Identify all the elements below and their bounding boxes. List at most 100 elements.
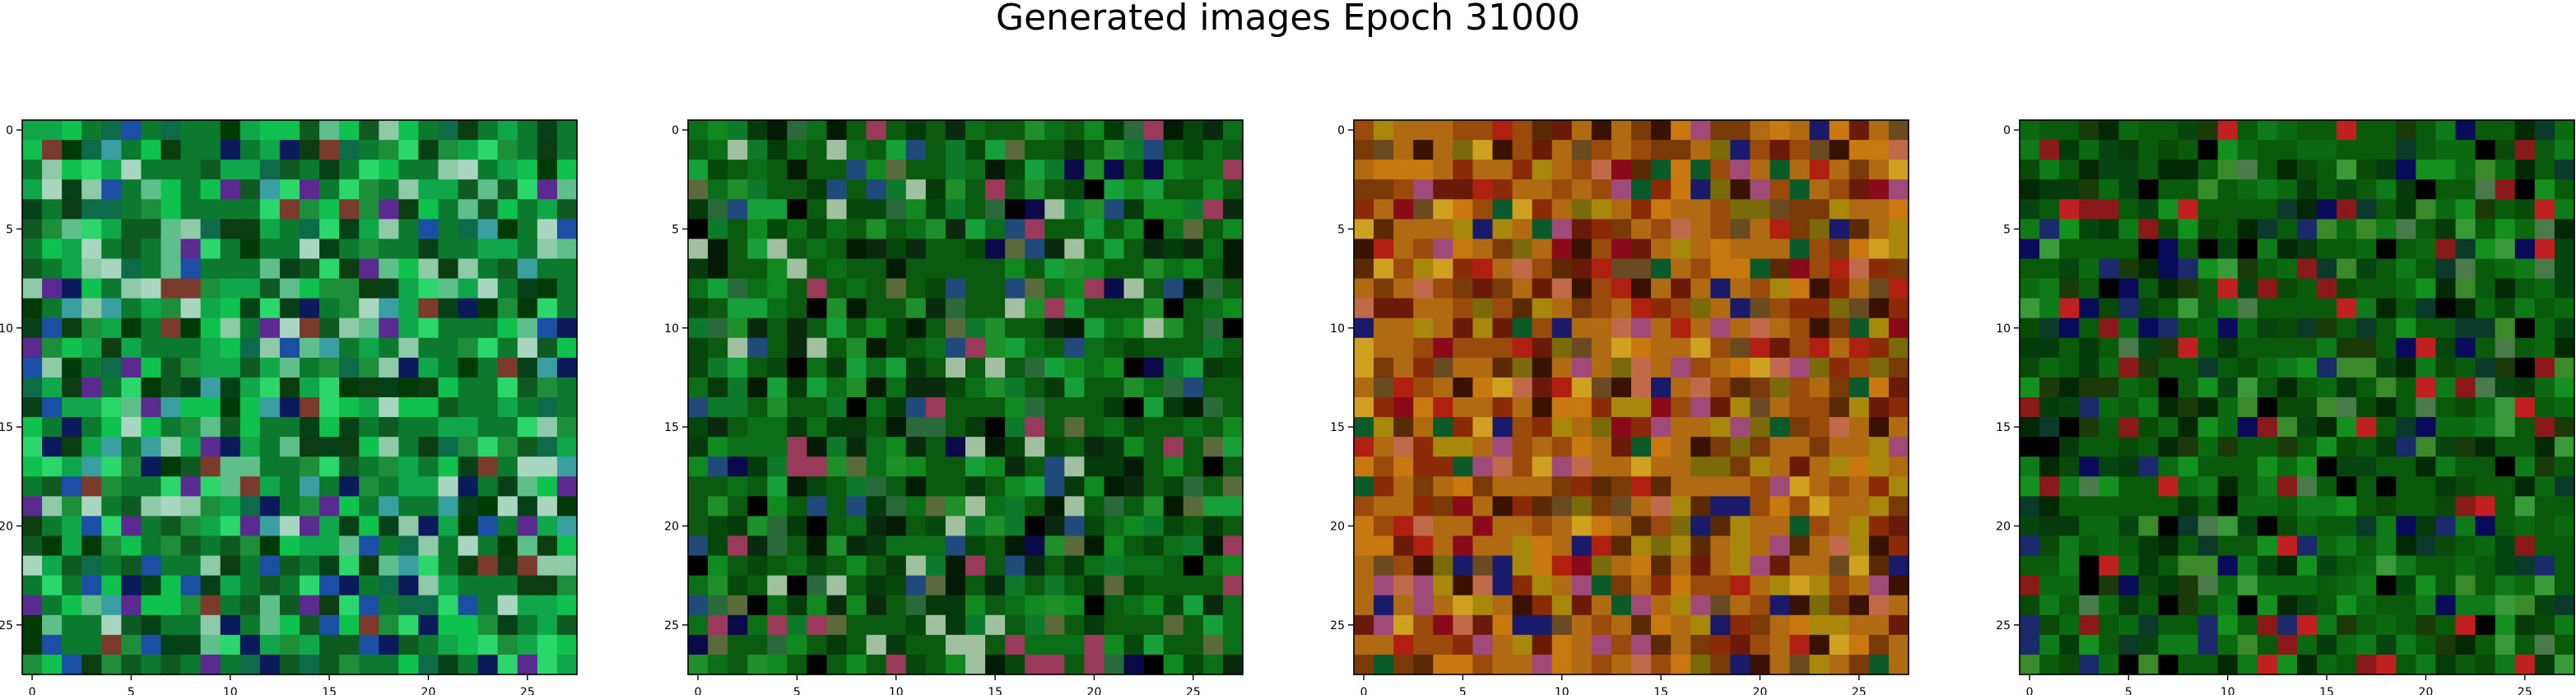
pixel-cell xyxy=(1492,417,1514,438)
pixel-cell xyxy=(1163,595,1184,616)
pixel-cell xyxy=(1433,317,1453,339)
pixel-cell xyxy=(517,219,538,240)
pixel-cell xyxy=(2435,199,2457,220)
pixel-cell xyxy=(458,357,479,378)
pixel-cell xyxy=(1730,317,1751,339)
pixel-cell xyxy=(2118,120,2140,141)
pixel-cell xyxy=(379,456,399,477)
pixel-cell xyxy=(2217,219,2239,240)
pixel-cell xyxy=(2099,595,2119,616)
pixel-cell xyxy=(2475,417,2496,438)
pixel-cell xyxy=(2356,120,2377,141)
pixel-cell xyxy=(2138,219,2160,240)
pixel-cell xyxy=(1631,179,1652,200)
pixel-cell xyxy=(2337,317,2357,339)
pixel-cell xyxy=(1202,239,1224,260)
pixel-cell xyxy=(81,298,102,319)
pixel-cell xyxy=(945,456,966,477)
pixel-cell xyxy=(728,258,748,280)
pixel-cell xyxy=(688,337,709,359)
pixel-cell xyxy=(2020,496,2040,517)
pixel-cell xyxy=(2118,298,2140,319)
pixel-cell xyxy=(688,476,709,497)
pixel-cell xyxy=(2534,575,2555,596)
pixel-cell xyxy=(2257,239,2278,260)
pixel-cell xyxy=(1374,179,1394,200)
pixel-cell xyxy=(319,417,340,438)
pixel-cell xyxy=(846,595,867,616)
pixel-cell xyxy=(826,595,848,616)
pixel-cell xyxy=(1472,634,1494,656)
y-tick-label: 15 xyxy=(1996,421,2011,434)
pixel-cell xyxy=(1848,397,1870,418)
pixel-cell xyxy=(239,456,261,477)
pixel-cell xyxy=(2257,377,2278,398)
x-tick-label: 15 xyxy=(322,686,337,695)
pixel-cell xyxy=(62,298,82,319)
pixel-cell xyxy=(866,278,887,299)
pixel-cell xyxy=(2475,595,2496,616)
pixel-cell xyxy=(1354,120,1374,141)
pixel-cell xyxy=(1710,397,1731,418)
pixel-cell xyxy=(180,456,202,477)
pixel-cell xyxy=(1710,575,1731,596)
pixel-cell xyxy=(2554,258,2575,280)
pixel-cell xyxy=(300,456,320,477)
pixel-cell xyxy=(42,120,63,141)
pixel-cell xyxy=(141,298,162,319)
pixel-cell xyxy=(121,634,142,656)
pixel-cell xyxy=(1789,278,1811,299)
pixel-cell xyxy=(1551,258,1573,280)
pixel-cell xyxy=(2276,278,2298,299)
pixel-cell xyxy=(866,535,887,557)
pixel-cell xyxy=(1512,160,1533,180)
pixel-cell xyxy=(1374,575,1394,596)
pixel-cell xyxy=(62,239,82,260)
pixel-cell xyxy=(2099,239,2119,260)
pixel-cell xyxy=(2514,397,2536,418)
pixel-cell xyxy=(359,535,379,557)
pixel-cell xyxy=(886,179,907,200)
pixel-cell xyxy=(279,337,300,359)
pixel-cell xyxy=(2099,634,2119,656)
pixel-cell xyxy=(517,575,538,596)
pixel-cell xyxy=(2455,337,2476,359)
pixel-cell xyxy=(1651,357,1672,378)
pixel-cell xyxy=(1005,476,1025,497)
pixel-cell xyxy=(1202,397,1224,418)
pixel-cell xyxy=(1769,258,1791,280)
pixel-cell xyxy=(398,377,420,398)
pixel-cell xyxy=(2217,179,2239,200)
pixel-cell xyxy=(319,575,340,596)
pixel-cell xyxy=(2396,258,2417,280)
pixel-cell xyxy=(458,179,479,200)
pixel-cell xyxy=(398,278,420,299)
pixel-cell xyxy=(497,258,518,280)
pixel-cell xyxy=(239,516,261,537)
pixel-cell xyxy=(259,278,281,299)
pixel-cell xyxy=(1354,258,1374,280)
pixel-cell xyxy=(2039,575,2060,596)
pixel-cell xyxy=(807,219,828,240)
pixel-cell xyxy=(925,179,946,200)
pixel-cell xyxy=(688,140,709,160)
pixel-cell xyxy=(22,377,43,398)
pixel-cell xyxy=(458,140,479,160)
pixel-cell xyxy=(1750,199,1771,220)
pixel-cell xyxy=(259,199,281,220)
pixel-cell xyxy=(2514,476,2536,497)
pixel-cell xyxy=(239,437,261,457)
pixel-cell xyxy=(1750,179,1771,200)
pixel-cell xyxy=(497,337,518,359)
pixel-cell xyxy=(1143,535,1165,557)
pixel-cell xyxy=(1104,634,1125,656)
pixel-cell xyxy=(2297,555,2318,577)
pixel-cell xyxy=(121,535,142,557)
pixel-cell xyxy=(846,397,867,418)
pixel-cell xyxy=(1710,654,1731,675)
pixel-cell xyxy=(1104,140,1125,160)
pixel-cell xyxy=(418,357,439,378)
pixel-cell xyxy=(339,595,360,616)
pixel-cell xyxy=(2099,516,2119,537)
pixel-cell xyxy=(1374,456,1394,477)
